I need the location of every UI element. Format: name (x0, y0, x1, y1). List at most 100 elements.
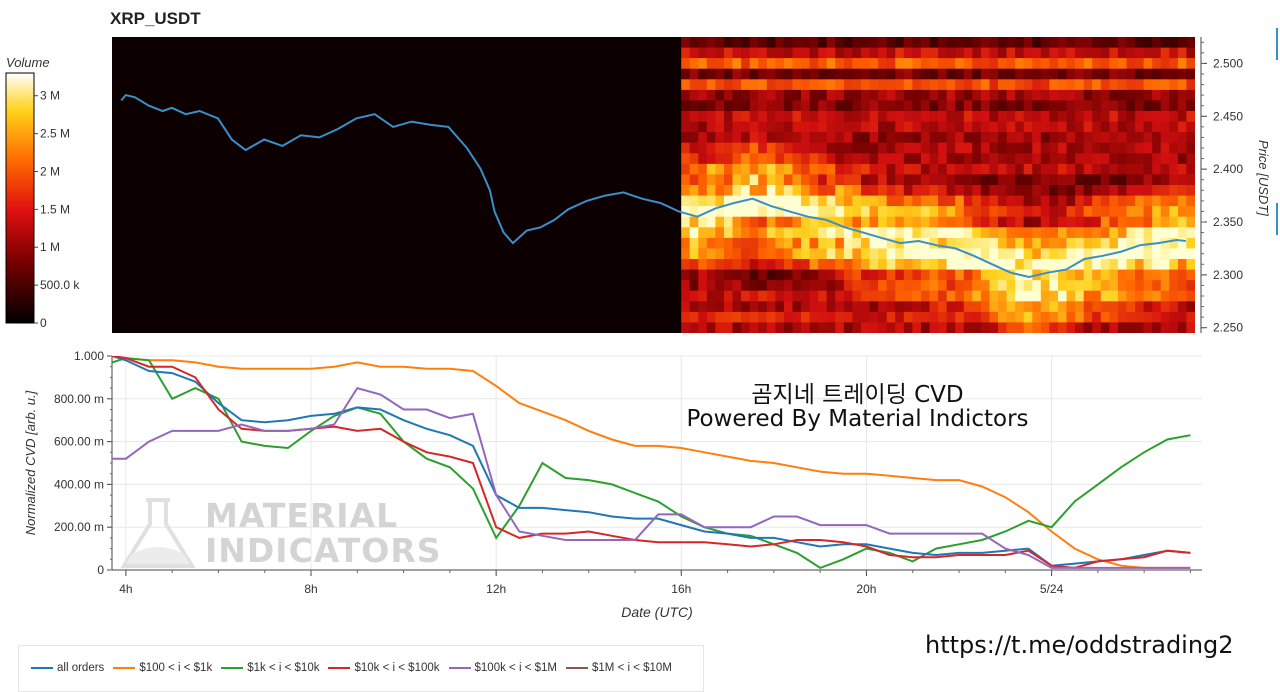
heatmap-cell (792, 322, 802, 333)
heatmap-cell (1109, 68, 1119, 80)
heatmap-cell (1075, 259, 1085, 271)
heatmap-cell (749, 311, 759, 324)
heatmap-cell (1126, 163, 1136, 176)
heatmap-cell (1177, 311, 1188, 324)
heatmap-cell (1126, 280, 1136, 292)
heatmap-cell (715, 185, 725, 197)
heatmap-cell (775, 269, 785, 281)
heatmap-cell (1169, 237, 1179, 250)
heatmap-cell (1058, 58, 1068, 70)
heatmap-cell (1117, 206, 1128, 218)
heatmap-cell (1186, 206, 1195, 218)
heatmap-cell (980, 195, 991, 207)
heatmap-cell (972, 121, 982, 133)
heatmap-cell (1032, 248, 1042, 260)
heatmap-cell (758, 47, 768, 59)
heatmap-cell (724, 195, 734, 207)
heatmap-cell (1169, 79, 1179, 91)
heatmap-cell (912, 185, 922, 197)
heatmap-cell (1040, 174, 1050, 186)
heatmap-cell (1117, 47, 1128, 59)
legend-item[interactable]: $100k < i < $1M (448, 662, 557, 674)
heatmap-cell (818, 248, 828, 260)
heatmap-cell (775, 216, 785, 228)
heatmap-cell (741, 100, 751, 112)
heatmap-cell (724, 216, 734, 228)
heatmap-cell (1066, 68, 1076, 80)
heatmap-cell (698, 227, 708, 239)
heatmap-cell (903, 163, 913, 176)
heatmap-cell (1075, 174, 1085, 186)
heatmap-cell (758, 195, 768, 207)
heatmap-cell (886, 111, 896, 123)
legend-item[interactable]: $100 < i < $1k (113, 662, 212, 674)
heatmap-cell (903, 79, 913, 91)
heatmap-cell (869, 89, 879, 102)
heatmap-cell (1075, 248, 1085, 260)
heatmap-cell (801, 163, 811, 176)
heatmap-cell (775, 206, 785, 218)
heatmap-cell (869, 37, 879, 49)
heatmap-cell (783, 68, 794, 80)
heatmap-cell (1075, 68, 1085, 80)
heatmap-cell (1015, 195, 1025, 207)
heatmap-cell (766, 227, 776, 239)
heatmap-cell (1066, 301, 1076, 313)
heatmap-cell (912, 290, 922, 302)
heatmap-cell (963, 311, 973, 324)
heatmap-cell (698, 100, 708, 112)
heatmap-cell (1023, 47, 1033, 59)
heatmap-cell (809, 37, 819, 49)
heatmap-cell (826, 269, 836, 281)
heatmap-cell (1177, 68, 1188, 80)
heatmap-cell (681, 47, 691, 59)
legend-item[interactable]: $10k < i < $100k (328, 662, 440, 674)
heatmap-cell (715, 322, 725, 333)
heatmap-cell (1006, 89, 1016, 102)
heatmap-cell (946, 237, 956, 250)
legend-item[interactable]: all orders (31, 662, 104, 674)
heatmap-cell (1066, 121, 1076, 133)
heatmap-cell (706, 290, 716, 302)
heatmap-cell (826, 185, 836, 197)
heatmap-cell (912, 132, 922, 144)
heatmap-cell (878, 142, 888, 154)
heatmap-cell (920, 100, 931, 112)
heatmap-cell (955, 132, 965, 144)
heatmap-cell (955, 237, 965, 250)
heatmap-cell (843, 185, 854, 197)
heatmap-cell (1015, 259, 1025, 271)
heatmap-cell (869, 301, 879, 313)
heatmap-cell (741, 237, 751, 250)
heatmap-cell (1066, 79, 1076, 91)
heatmap-cell (1152, 269, 1162, 281)
heatmap-cell (912, 269, 922, 281)
heatmap-cell (792, 269, 802, 281)
heatmap-cell (689, 269, 699, 281)
heatmap-cell (861, 216, 871, 228)
legend-item[interactable]: $1M < i < $10M (566, 662, 672, 674)
heatmap-cell (1135, 301, 1145, 313)
heatmap-cell (826, 100, 836, 112)
heatmap-cell (843, 269, 854, 281)
heatmap-cell (1109, 206, 1119, 218)
heatmap-cell (1135, 121, 1145, 133)
heatmap-cell (1100, 195, 1110, 207)
heatmap-cell (1152, 185, 1162, 197)
heatmap-cell (818, 47, 828, 59)
telegram-link[interactable]: https://t.me/oddstrading2 (925, 631, 1234, 659)
heatmap-cell (1058, 280, 1068, 292)
heatmap-cell (724, 248, 734, 260)
heatmap-cell (1135, 142, 1145, 154)
heatmap-cell (1177, 227, 1188, 239)
heatmap-cell (1049, 227, 1059, 239)
heatmap-cell (972, 206, 982, 218)
heatmap-cell (989, 37, 999, 49)
heatmap-cell (724, 237, 734, 250)
heatmap-cell (1117, 216, 1128, 228)
heatmap-cell (706, 206, 716, 218)
legend-item[interactable]: $1k < i < $10k (221, 662, 319, 674)
heatmap-cell (766, 142, 776, 154)
heatmap-cell (1040, 163, 1050, 176)
heatmap-cell (1143, 322, 1153, 333)
